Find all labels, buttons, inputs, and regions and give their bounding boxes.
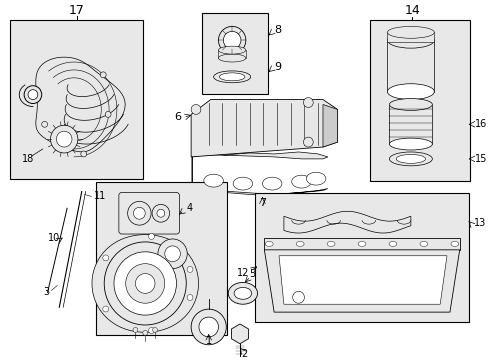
Text: 4: 4 (186, 203, 192, 213)
Ellipse shape (306, 172, 325, 185)
Text: 1: 1 (205, 336, 211, 346)
Text: 10: 10 (47, 233, 60, 243)
Polygon shape (36, 57, 125, 152)
Bar (386, 32, 433, 42)
Circle shape (100, 72, 106, 78)
Ellipse shape (234, 287, 251, 299)
Bar (369, 21, 469, 181)
Ellipse shape (203, 174, 223, 187)
Circle shape (125, 264, 164, 303)
Polygon shape (264, 250, 459, 312)
Polygon shape (231, 324, 248, 344)
Circle shape (142, 330, 147, 336)
Circle shape (187, 266, 193, 273)
Circle shape (223, 31, 241, 49)
Circle shape (152, 328, 157, 332)
Text: 11: 11 (93, 192, 105, 202)
Circle shape (81, 151, 86, 157)
Text: 9: 9 (274, 62, 281, 72)
Text: 13: 13 (473, 218, 486, 228)
Text: 5: 5 (249, 269, 255, 279)
Ellipse shape (395, 154, 425, 163)
Ellipse shape (388, 152, 431, 166)
Polygon shape (322, 104, 337, 147)
Circle shape (292, 291, 304, 303)
Ellipse shape (388, 242, 396, 246)
Text: 14: 14 (404, 4, 419, 17)
Polygon shape (284, 211, 410, 233)
Ellipse shape (326, 242, 334, 246)
Circle shape (28, 90, 38, 100)
Circle shape (102, 306, 108, 312)
Ellipse shape (228, 283, 257, 304)
Circle shape (104, 242, 186, 325)
Text: 6: 6 (174, 112, 181, 122)
Circle shape (102, 255, 108, 261)
Circle shape (41, 121, 47, 127)
Polygon shape (92, 235, 198, 332)
Circle shape (127, 201, 151, 225)
Ellipse shape (357, 242, 365, 246)
Circle shape (187, 294, 193, 301)
Ellipse shape (386, 32, 433, 48)
Polygon shape (191, 100, 337, 157)
Text: 7: 7 (258, 198, 265, 208)
Ellipse shape (386, 84, 433, 100)
Text: 3: 3 (43, 287, 50, 297)
Circle shape (303, 137, 313, 147)
Polygon shape (192, 152, 327, 194)
Ellipse shape (219, 73, 244, 81)
Ellipse shape (388, 99, 431, 111)
Text: 8: 8 (274, 25, 281, 35)
Circle shape (164, 246, 180, 262)
Circle shape (50, 125, 78, 153)
Text: 12: 12 (237, 267, 249, 278)
Bar (96, 182, 227, 335)
Ellipse shape (450, 242, 458, 246)
Ellipse shape (386, 26, 433, 38)
Text: 15: 15 (474, 154, 487, 164)
Circle shape (191, 104, 201, 114)
Bar (218, 50, 245, 58)
Bar (254, 193, 468, 322)
Circle shape (218, 26, 245, 54)
Ellipse shape (233, 177, 252, 190)
Ellipse shape (262, 177, 282, 190)
Circle shape (56, 131, 72, 147)
Ellipse shape (419, 242, 427, 246)
Bar (10, 21, 143, 179)
Bar (386, 40, 433, 92)
Ellipse shape (218, 54, 245, 62)
Circle shape (157, 209, 164, 217)
Polygon shape (264, 238, 459, 250)
Text: 16: 16 (474, 119, 487, 129)
Circle shape (152, 204, 169, 222)
Ellipse shape (296, 242, 304, 246)
Ellipse shape (265, 242, 273, 246)
Ellipse shape (291, 175, 311, 188)
Ellipse shape (218, 46, 245, 54)
Bar (388, 104, 431, 144)
Text: 2: 2 (241, 348, 247, 359)
Circle shape (148, 233, 154, 239)
Circle shape (158, 239, 187, 269)
Circle shape (303, 98, 313, 108)
FancyBboxPatch shape (119, 193, 179, 234)
Circle shape (199, 317, 218, 337)
Circle shape (148, 328, 154, 333)
Bar (202, 13, 268, 94)
Circle shape (135, 274, 155, 293)
Circle shape (114, 252, 176, 315)
Ellipse shape (213, 71, 250, 83)
Text: 18: 18 (22, 154, 34, 164)
Circle shape (133, 207, 145, 219)
Circle shape (133, 328, 138, 332)
Circle shape (191, 309, 226, 345)
Polygon shape (279, 256, 446, 304)
Circle shape (105, 112, 111, 117)
Circle shape (24, 86, 41, 104)
Ellipse shape (388, 138, 431, 150)
Text: 17: 17 (69, 4, 84, 17)
